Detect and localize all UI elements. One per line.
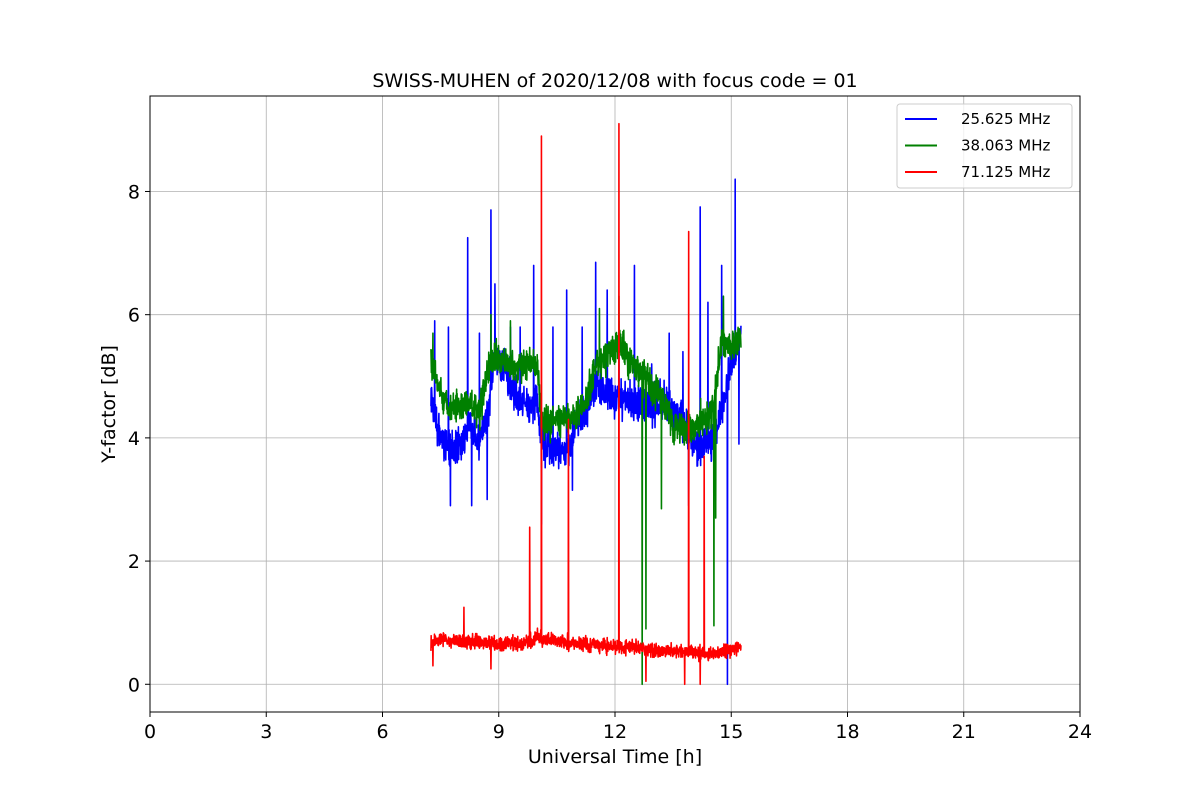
x-axis-label: Universal Time [h]	[528, 746, 702, 768]
series-line-3	[430, 122, 742, 686]
y-tick-label: 4	[128, 428, 140, 450]
y-axis-label: Y-factor [dB]	[98, 345, 120, 464]
legend: 25.625 MHz 38.063 MHz 71.125 MHz	[896, 103, 1073, 189]
x-tick-label: 21	[952, 721, 976, 743]
y-tick-label: 0	[128, 674, 140, 696]
x-tick-label: 6	[376, 721, 388, 743]
chart-title: SWISS-MUHEN of 2020/12/08 with focus cod…	[372, 70, 857, 92]
y-tick-label: 2	[128, 551, 140, 573]
legend-box	[896, 103, 1073, 189]
x-tick-label: 15	[719, 721, 743, 743]
legend-label: 71.125 MHz	[961, 163, 1050, 181]
x-tick-label: 18	[835, 721, 859, 743]
y-tick-label: 8	[128, 181, 140, 203]
legend-label: 38.063 MHz	[961, 137, 1050, 155]
x-tick-label: 3	[260, 721, 272, 743]
x-tick-label: 12	[603, 721, 627, 743]
x-tick-label: 0	[144, 721, 156, 743]
legend-label: 25.625 MHz	[961, 110, 1050, 128]
x-tick-label: 9	[493, 721, 505, 743]
x-tick-label: 24	[1068, 721, 1092, 743]
y-tick-label: 6	[128, 305, 140, 327]
series-group	[430, 122, 742, 686]
